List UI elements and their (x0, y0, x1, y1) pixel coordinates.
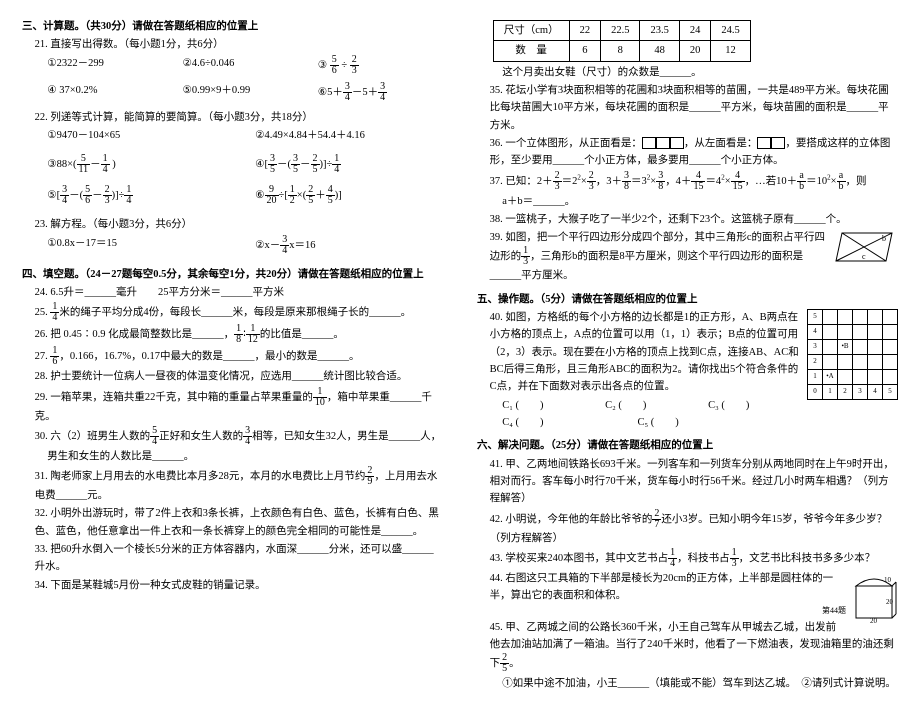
q22-3: ③88×(511－14 ) (47, 154, 235, 175)
q23-1: ①0.8x－17＝15 (47, 235, 235, 256)
q43: 43. 学校买来240本图书，其中文艺书占14，科技书占13，文艺书比科技书多多… (477, 548, 898, 569)
svg-text:20: 20 (886, 598, 894, 606)
q22-row1: ①9470－104×65 ②4.49×4.84＋54.4＋4.16 (22, 127, 443, 144)
q40-c-row1: C₁ ( ) C₂ ( ) C₃ ( ) (477, 397, 801, 414)
q22-4: ④[35－(35－25)]÷14 (255, 154, 443, 175)
q31: 31. 陶老师家上月用去的水电费比本月多28元，本月的水电费比上月节约29，上月… (22, 466, 443, 504)
q36: 36. 一个立体图形，从正面看是：，从左面看是：，要搭成这样的立体图形，至少要用… (477, 135, 898, 170)
q40: 5 4 3•B 2 1•A 012345 40. 如图，方格纸的每个小方格的边长… (477, 309, 898, 396)
svg-text:c: c (862, 252, 866, 261)
q24: 24. 6.5升＝______毫升 25平方分米＝______平方米 (22, 284, 443, 301)
q33: 33. 把60升水倒入一个棱长5分米的正方体容器内，水面深______分米，还可… (22, 541, 443, 576)
q29: 29. 一箱苹果，连箱共重22千克，其中箱的重量占苹果重量的110，箱中苹果重_… (22, 387, 443, 425)
q44: 10 20 20 44. 右图这只工具箱的下半部是棱长为20cm的正方体，上半部… (477, 570, 898, 618)
q22-row2: ③88×(511－14 ) ④[35－(35－25)]÷14 (22, 154, 443, 175)
section-6-title: 六、解决问题。（25分）请做在答题纸相应的位置上 (477, 437, 898, 454)
q26: 26. 把 0.45∶0.9 化成最简整数比是______，18∶112的比值是… (22, 324, 443, 345)
svg-text:10: 10 (884, 576, 892, 584)
q22-row3: ⑤[34－(56－23)]÷14 ⑥920÷[12×(25＋45)] (22, 185, 443, 206)
section-4-title: 四、填空题。（24－27题每空0.5分，其余每空1分，共20分）请做在答题纸相应… (22, 266, 443, 283)
q40-c-row2: C₄ ( ) C₅ ( ) (477, 414, 898, 431)
q21-5: ⑤0.99×9＋0.99 (182, 82, 307, 103)
q42: 42. 小明说，今年他的年龄比爷爷的27还小3岁。已知小明今年15岁，爷爷今年多… (477, 509, 898, 547)
th-size: 尺寸（cm） (493, 21, 569, 41)
q41: 41. 甲、乙两地间铁路长693千米。一列客车和一列货车分别从两地同时在上午9时… (477, 456, 898, 508)
q45: 45. 甲、乙两城之间的公路长360千米，小王自己驾车从甲城去乙城，出发前他去加… (477, 619, 898, 675)
q37b: a＋b＝______。 (477, 193, 898, 210)
svg-text:b: b (882, 234, 886, 243)
toolbox-icon: 10 20 20 (850, 570, 898, 624)
section-3-title: 三、计算题。（共30分）请做在答题纸相应的位置上 (22, 18, 443, 35)
q22-1: ①9470－104×65 (47, 127, 235, 144)
parallelogram-icon: b c (832, 229, 898, 265)
th-qty: 数 量 (493, 41, 569, 61)
q28: 28. 护士要统计一位病人一昼夜的体温变化情况，应选用______统计图比较合适… (22, 368, 443, 385)
svg-text:20: 20 (870, 617, 878, 624)
q34-line: 这个月卖出女鞋（尺寸）的众数是______。 (477, 64, 898, 81)
q22-6: ⑥920÷[12×(25＋45)] (255, 185, 443, 206)
q22-title: 22. 列递等式计算，能简算的要简算。（每小题3分，共18分） (22, 109, 443, 126)
q39: b c 39. 如图，把一个平行四边形分成四个部分，其中三角形c的面积占平行四边… (477, 229, 898, 285)
q21-2: ②4.6÷0.046 (182, 55, 307, 76)
q21-1: ①2322－299 (47, 55, 172, 76)
q21-title: 21. 直接写出得数。（每小题1分，共6分） (22, 36, 443, 53)
q21-3: ③ 56 ÷ 23 (318, 55, 443, 76)
q23-2: ②x－34x＝16 (255, 235, 443, 256)
q27: 27. 16，0.166，16.7%，0.17中最大的数是______，最小的数… (22, 346, 443, 367)
q25: 25. 14米的绳子平均分成4份，每段长______米，每段是原来那根绳子长的_… (22, 302, 443, 323)
section-5-title: 五、操作题。（5分）请做在答题纸相应的位置上 (477, 291, 898, 308)
q21-6: ⑥5＋34－5＋34 (318, 82, 443, 103)
grid-icon: 5 4 3•B 2 1•A 012345 (807, 309, 898, 400)
q23-title: 23. 解方程。（每小题3分，共6分） (22, 216, 443, 233)
q38: 38. 一篮桃子，大猴子吃了一半少2个，还剩下23个。这篮桃子原有______个… (477, 211, 898, 228)
q21-4: ④ 37×0.2% (47, 82, 172, 103)
q44-caption: 第44题 (490, 604, 898, 617)
q21-row2: ④ 37×0.2% ⑤0.99×9＋0.99 ⑥5＋34－5＋34 (22, 82, 443, 103)
q23-row: ①0.8x－17＝15 ②x－34x＝16 (22, 235, 443, 256)
q30: 30. 六（2）班男生人数的54正好和女生人数的34相等，已知女生32人，男生是… (22, 426, 443, 447)
left-column: 三、计算题。（共30分）请做在答题纸相应的位置上 21. 直接写出得数。（每小题… (22, 18, 443, 694)
right-column: 尺寸（cm） 22 22.5 23.5 24 24.5 数 量 6 8 48 2… (477, 18, 898, 694)
q34: 34. 下面是某鞋城5月份一种女式皮鞋的销量记录。 (22, 577, 443, 594)
q21-row1: ①2322－299 ②4.6÷0.046 ③ 56 ÷ 23 (22, 55, 443, 76)
shoe-size-table: 尺寸（cm） 22 22.5 23.5 24 24.5 数 量 6 8 48 2… (493, 20, 751, 62)
q22-2: ②4.49×4.84＋54.4＋4.16 (255, 127, 443, 144)
q35: 35. 花坛小学有3块面积相等的花圃和3块面积相等的苗圃，一共是489平方米。每… (477, 82, 898, 134)
q32: 32. 小明外出游玩时，带了2件上衣和3条长裤，上衣颜色有白色、蓝色，长裤有白色… (22, 505, 443, 540)
q37: 37. 已知：2＋23＝22×23，3＋38＝32×38，4＋415＝42×41… (477, 171, 898, 192)
q30b: 男生和女生的人数比是______。 (22, 448, 443, 465)
q45-sub: ①如果中途不加油，小王______（填能或不能）驾车到达乙城。 ②请列式计算说明… (477, 675, 898, 692)
q22-5: ⑤[34－(56－23)]÷14 (47, 185, 235, 206)
